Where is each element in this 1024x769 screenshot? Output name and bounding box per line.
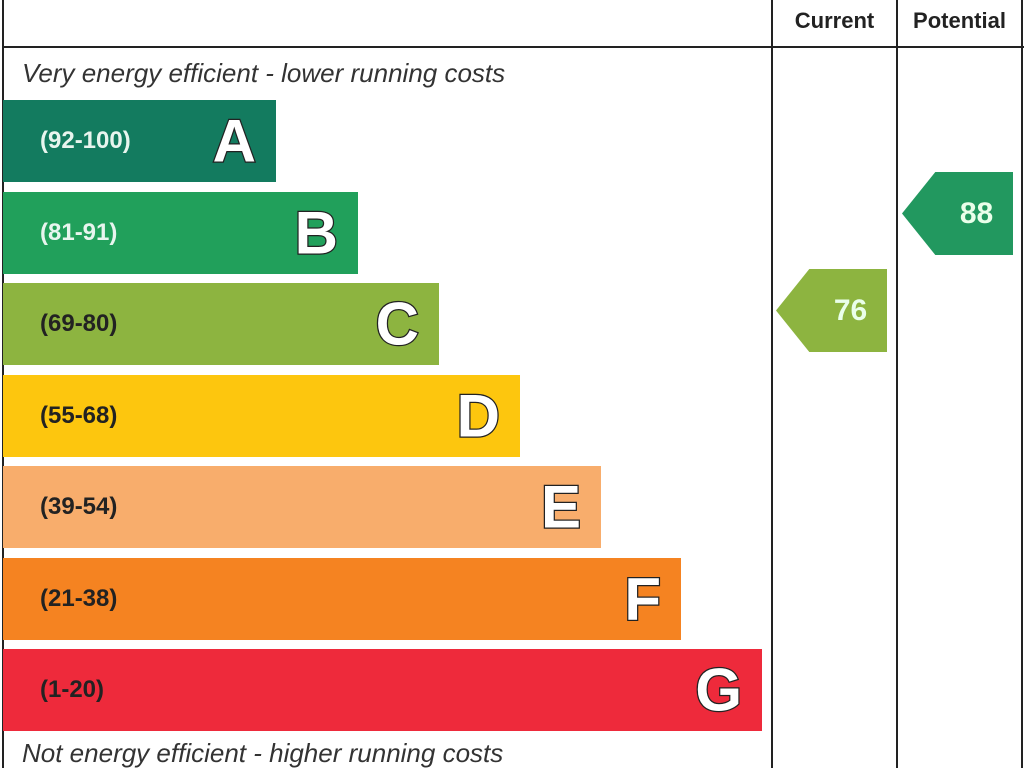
band-bar-f: (21-38) F [3,558,681,640]
right-border [1021,0,1023,768]
potential-rating-value: 88 [959,196,994,230]
current-rating-arrow: 76 [776,269,887,352]
band-range-label: (1-20) [40,676,105,703]
potential-column-divider [896,0,898,768]
bottom-note: Not energy efficient - higher running co… [22,738,504,768]
potential-header: Potential [913,8,1006,33]
band-range-label: (55-68) [40,402,118,429]
band-range-label: (81-91) [40,219,118,246]
band-bar-d: (55-68) D [3,375,520,457]
header-divider [2,46,1024,48]
band-range-label: (21-38) [40,585,118,612]
band-bar-a: (92-100) A [3,100,276,182]
band-bar-e: (39-54) E [3,466,601,548]
potential-rating-arrow: 88 [902,172,1013,255]
band-bar-b: (81-91) B [3,192,358,274]
band-letter: D [455,381,501,451]
band-letter: F [623,564,662,634]
band-letter: C [374,289,420,359]
current-rating-value: 76 [833,293,868,327]
band-bar-c: (69-80) C [3,283,439,365]
top-note: Very energy efficient - lower running co… [22,58,506,88]
band-letter: G [694,655,743,725]
band-letter: B [293,198,339,268]
band-letter: A [211,106,257,176]
band-bar-g: (1-20) G [3,649,762,731]
current-header: Current [794,8,875,33]
band-letter: E [540,472,583,542]
band-range-label: (39-54) [40,493,118,520]
current-column-divider [771,0,773,768]
band-range-label: (92-100) [40,127,131,154]
band-range-label: (69-80) [40,310,118,337]
